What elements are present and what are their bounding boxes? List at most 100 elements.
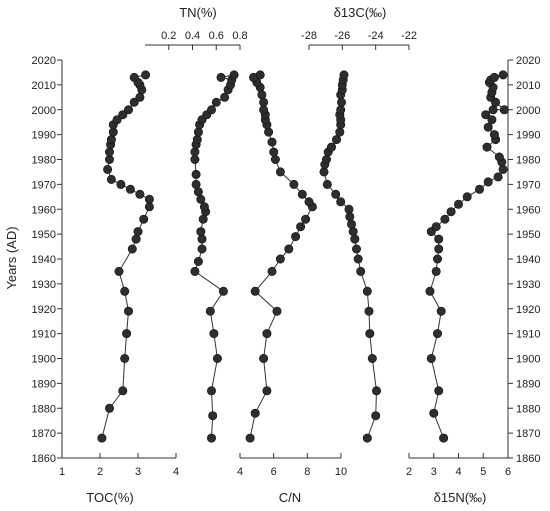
right-y-tick-label-1890: 1890 [516, 378, 540, 390]
point-15n-18 [483, 177, 493, 187]
point-13c-14 [344, 204, 354, 214]
point-c-n-18 [270, 155, 280, 165]
point-tn-1 [208, 411, 218, 421]
point-tn-15 [196, 194, 206, 204]
point-toc-12 [144, 202, 154, 212]
point-15n-26 [483, 122, 493, 132]
point-toc-19 [105, 155, 115, 165]
point-13c-1 [371, 411, 381, 421]
point-tn-2 [207, 386, 217, 396]
point-13c-12 [346, 219, 356, 229]
point-tn-28 [211, 97, 221, 107]
point-15n-22 [494, 152, 504, 162]
point-toc-17 [106, 174, 116, 184]
left-y-tick-label-1860: 1860 [32, 453, 56, 465]
point-13c-28 [336, 105, 346, 115]
point-13c-18 [319, 167, 329, 177]
point-toc-5 [124, 306, 134, 316]
right-y-tick-label-1960: 1960 [516, 204, 540, 216]
x-tick-label-15n-0: 2 [406, 466, 412, 478]
point-toc-27 [124, 105, 134, 115]
point-13c-4 [365, 329, 375, 339]
point-tn-17 [191, 179, 201, 189]
point-tn-34 [229, 70, 239, 80]
left-y-tick-label-2020: 2020 [32, 55, 56, 67]
point-c-n-0 [245, 433, 255, 443]
left-y-tick-label-1950: 1950 [32, 229, 56, 241]
point-c-n-5 [272, 306, 282, 316]
point-15n-17 [474, 184, 484, 194]
right-y-tick-label-1910: 1910 [516, 329, 540, 341]
left-y-tick-label-2000: 2000 [32, 105, 56, 117]
point-toc-10 [133, 227, 143, 237]
point-tn-22 [192, 135, 202, 145]
point-toc-13 [144, 194, 154, 204]
point-15n-10 [434, 234, 444, 244]
panel-c-n: 4 6 8 10 C/N [237, 70, 347, 505]
point-tn-4 [209, 329, 219, 339]
point-13c-13 [345, 212, 355, 222]
point-toc-0 [97, 433, 107, 443]
point-c-n-20 [267, 137, 277, 147]
left-y-tick-label-1870: 1870 [32, 428, 56, 440]
point-13c-9 [351, 244, 361, 254]
point-toc-11 [139, 214, 149, 224]
point-13c-8 [353, 254, 363, 264]
point-13c-29 [336, 97, 346, 107]
point-tn-33 [216, 72, 226, 82]
left-y-tick-label-1890: 1890 [32, 378, 56, 390]
point-15n-23 [482, 142, 492, 152]
point-tn-11 [196, 227, 206, 237]
point-15n-8 [432, 254, 442, 264]
point-toc-2 [118, 386, 128, 396]
point-15n-14 [446, 207, 456, 217]
x-tick-label-13c-3: -22 [401, 30, 417, 42]
left-y-tick-label-1930: 1930 [32, 279, 56, 291]
point-toc-8 [127, 244, 137, 254]
point-toc-3 [120, 353, 130, 363]
point-15n-30 [499, 105, 509, 115]
point-c-n-10 [291, 232, 301, 242]
x-tick-label-15n-1: 3 [431, 466, 437, 478]
point-13c-5 [364, 306, 374, 316]
point-15n-3 [426, 353, 436, 363]
panel-15n: 2 3 4 5 6 δ15N(‰) [406, 70, 511, 505]
point-c-n-9 [284, 244, 294, 254]
point-13c-16 [331, 189, 341, 199]
panel-tn: 0.2 0.4 0.6 0.8 TN(%) [145, 5, 248, 443]
axis-title-toc: TOC(%) [86, 490, 133, 505]
point-15n-12 [431, 222, 441, 232]
axis-title-13c: δ13C(‰) [334, 5, 387, 20]
right-y-tick-label-1990: 1990 [516, 130, 540, 142]
point-15n-28 [481, 110, 491, 120]
point-c-n-1 [250, 408, 260, 418]
point-13c-23 [331, 135, 341, 145]
x-tick-label-toc-3: 4 [173, 466, 179, 478]
point-13c-34 [339, 70, 349, 80]
point-c-n-4 [262, 329, 272, 339]
point-tn-27 [207, 105, 217, 115]
point-toc-16 [116, 179, 126, 189]
left-y-tick-label-1990: 1990 [32, 130, 56, 142]
point-15n-2 [434, 386, 444, 396]
left-y-tick-label-1940: 1940 [32, 254, 56, 266]
point-tn-20 [190, 147, 200, 157]
x-tick-label-tn-1: 0.4 [185, 30, 200, 42]
point-c-n-31 [255, 70, 265, 80]
point-13c-3 [367, 353, 377, 363]
point-toc-25 [112, 115, 122, 125]
point-c-n-8 [275, 254, 285, 264]
right-y-tick-label-1880: 1880 [516, 403, 540, 415]
left-y-tick-label-1880: 1880 [32, 403, 56, 415]
point-tn-6 [218, 286, 228, 296]
panel-13c: -28 -26 -24 -22 δ13C(‰) [301, 5, 417, 443]
point-15n-29 [488, 105, 498, 115]
point-15n-19 [493, 172, 503, 182]
point-13c-20 [321, 155, 331, 165]
right-y-tick-label-1950: 1950 [516, 229, 540, 241]
left-y-tick-label-1980: 1980 [32, 155, 56, 167]
point-tn-0 [207, 433, 217, 443]
x-tick-label-tn-3: 0.8 [232, 30, 247, 42]
point-c-n-21 [264, 127, 274, 137]
right-y-tick-label-1940: 1940 [516, 254, 540, 266]
